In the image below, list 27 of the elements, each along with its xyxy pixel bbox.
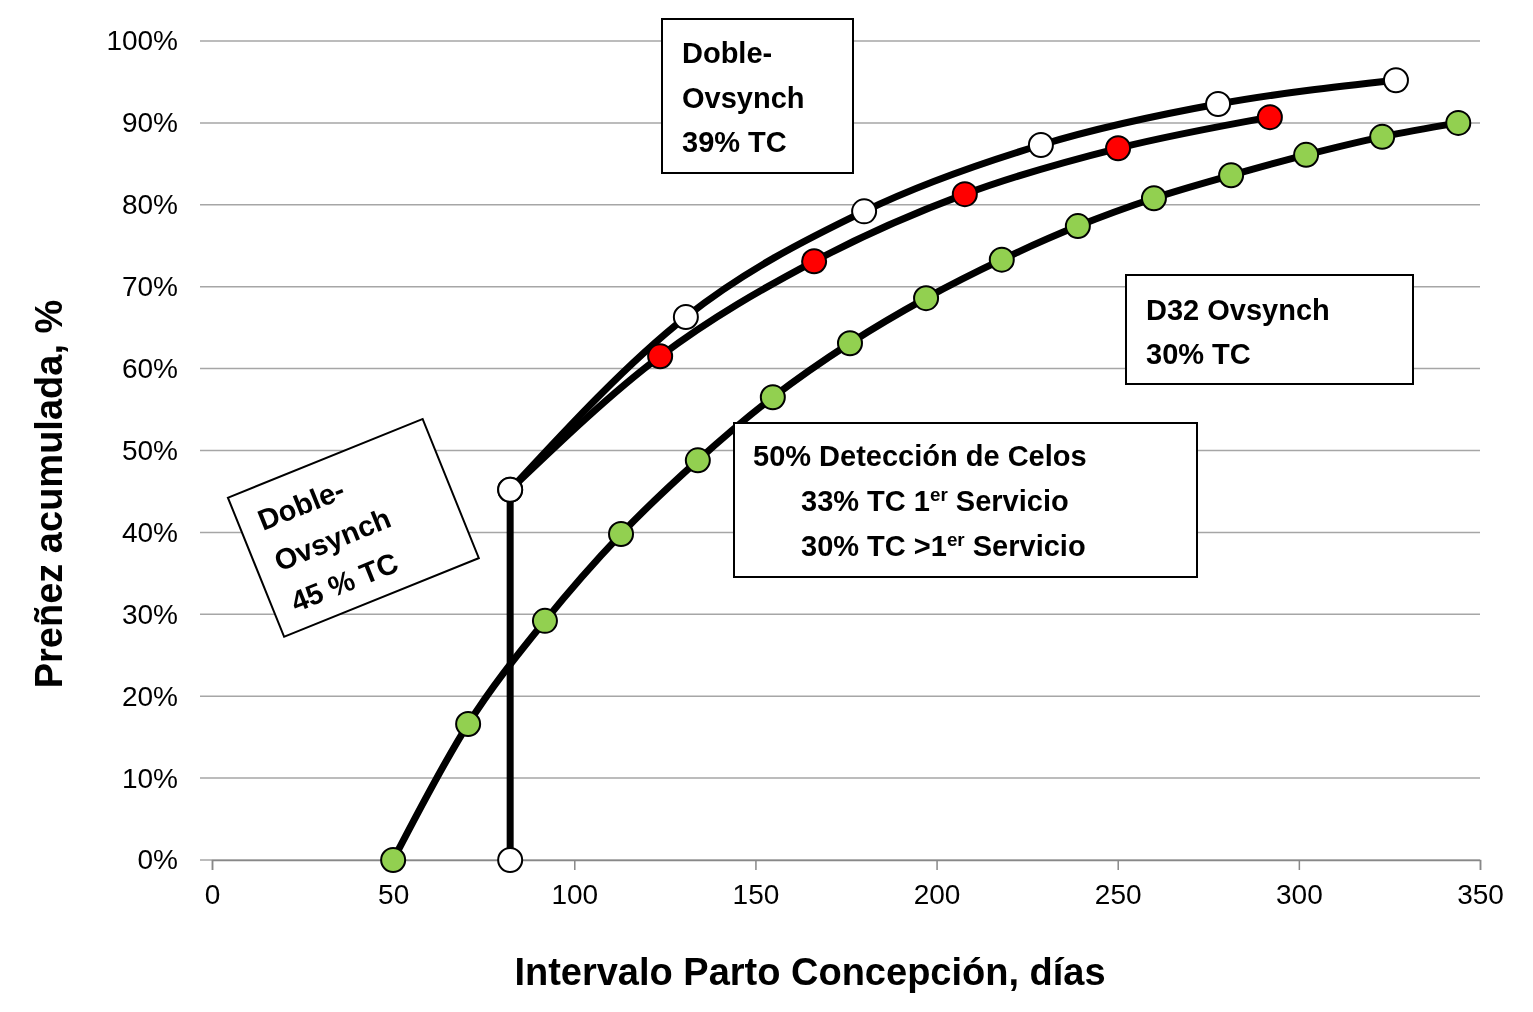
- x-tick-label: 250: [1094, 878, 1142, 910]
- y-tick-label: 30%: [121, 598, 178, 630]
- y-tick-label: 60%: [121, 353, 178, 385]
- x-tick-label: 300: [1276, 878, 1323, 910]
- y-tick-label: 40%: [121, 516, 178, 548]
- y-tick-label: 90%: [121, 107, 178, 139]
- x-tick-label: 200: [913, 878, 961, 910]
- y-tick-label: 100%: [106, 25, 178, 57]
- text-box: D32 Ovsynch 30% TC: [1125, 274, 1414, 385]
- y-tick-label: 80%: [121, 189, 178, 221]
- annotation: D32 Ovsynch 30% TC: [1146, 294, 1330, 370]
- y-tick-label: 20%: [121, 680, 178, 712]
- x-tick-label: 350: [1457, 878, 1504, 910]
- text-box: 50% Detección de Celos 33% TC 1$^{er}$ Servicio 30% TC >1$^{er}$ Servicio: [733, 422, 1198, 578]
- y-tick-label: 0%: [137, 844, 178, 876]
- y-tick-label: 10%: [121, 762, 178, 794]
- x-tick-label: 100: [551, 878, 599, 910]
- annotation: 50% Detección de Celos 33% TC 1$^{er}$ Servicio 30% TC >1$^{er}$ Servicio: [753, 440, 1087, 562]
- x-tick-label: 150: [732, 878, 780, 910]
- x-tick-label: 0: [204, 878, 221, 910]
- annotation: Doble- Ovsynch 39% TC: [682, 37, 805, 158]
- y-tick-label: 50%: [121, 434, 178, 466]
- x-tick-label: 50: [378, 878, 410, 910]
- text-box: Doble- Ovsynch 39% TC: [661, 18, 854, 174]
- y-axis-title: Preñez acumulada, %: [28, 299, 70, 689]
- y-tick-label: 70%: [121, 271, 178, 303]
- x-axis-title: Intervalo Parto Concepción, días: [514, 951, 1106, 993]
